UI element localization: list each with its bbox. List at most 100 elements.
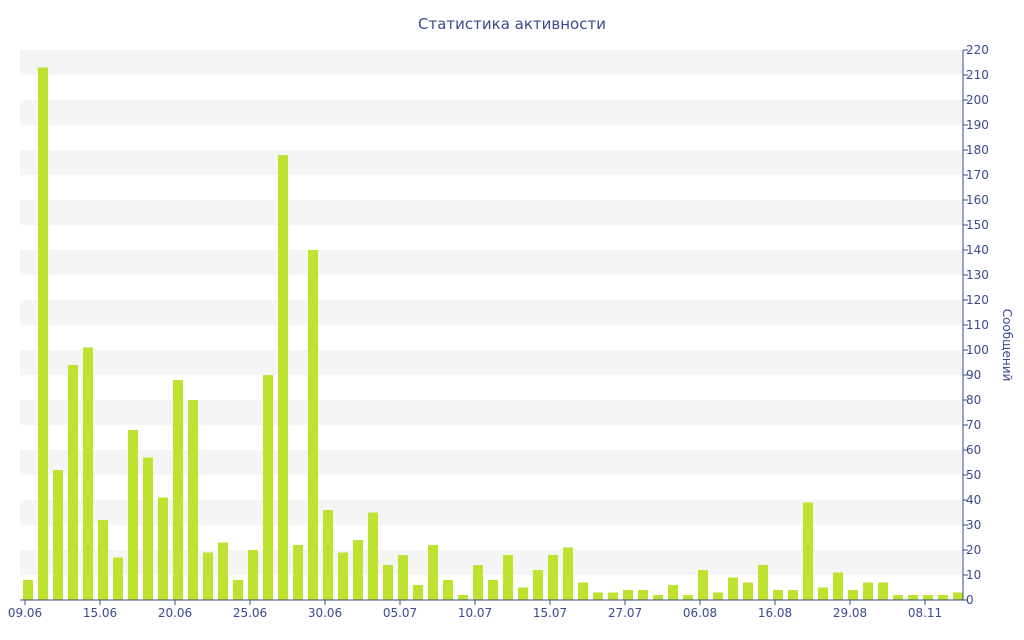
bar bbox=[908, 595, 918, 600]
y-tick-label: 100 bbox=[966, 343, 989, 357]
bar bbox=[233, 580, 243, 600]
y-tick-label: 0 bbox=[966, 593, 974, 607]
bar bbox=[488, 580, 498, 600]
grid-band bbox=[20, 400, 963, 425]
bar bbox=[773, 590, 783, 600]
y-tick-label: 220 bbox=[966, 43, 989, 57]
x-tick-label: 06.08 bbox=[683, 606, 717, 620]
y-axis-title: Сообщений bbox=[1000, 309, 1014, 382]
x-tick-label: 05.07 bbox=[383, 606, 417, 620]
x-tick-label: 27.07 bbox=[608, 606, 642, 620]
bar bbox=[443, 580, 453, 600]
bar bbox=[548, 555, 558, 600]
y-tick-label: 150 bbox=[966, 218, 989, 232]
bar bbox=[848, 590, 858, 600]
bar bbox=[758, 565, 768, 600]
bar bbox=[428, 545, 438, 600]
bar bbox=[278, 155, 288, 600]
bar bbox=[503, 555, 513, 600]
bar bbox=[818, 587, 828, 600]
bar bbox=[638, 590, 648, 600]
bar bbox=[143, 457, 153, 600]
grid-band bbox=[20, 200, 963, 225]
bar bbox=[413, 585, 423, 600]
y-tick-label: 130 bbox=[966, 268, 989, 282]
bar bbox=[68, 365, 78, 600]
bar bbox=[878, 582, 888, 600]
y-tick-label: 170 bbox=[966, 168, 989, 182]
bar bbox=[38, 67, 48, 600]
bar bbox=[98, 520, 108, 600]
grid-band bbox=[20, 250, 963, 275]
x-tick-label: 30.06 bbox=[308, 606, 342, 620]
bar bbox=[293, 545, 303, 600]
bar bbox=[728, 577, 738, 600]
bar bbox=[788, 590, 798, 600]
y-tick-label: 190 bbox=[966, 118, 989, 132]
x-tick-label: 15.06 bbox=[83, 606, 117, 620]
y-tick-label: 10 bbox=[966, 568, 981, 582]
bar bbox=[653, 595, 663, 600]
bar bbox=[263, 375, 273, 600]
y-tick-label: 30 bbox=[966, 518, 981, 532]
grid-band bbox=[20, 450, 963, 475]
bar bbox=[23, 580, 33, 600]
y-tick-label: 140 bbox=[966, 243, 989, 257]
y-tick-label: 180 bbox=[966, 143, 989, 157]
bar bbox=[458, 595, 468, 600]
grid-band bbox=[20, 100, 963, 125]
bar bbox=[863, 582, 873, 600]
chart-title: Статистика активности bbox=[418, 15, 606, 33]
bar bbox=[128, 430, 138, 600]
y-tick-label: 50 bbox=[966, 468, 981, 482]
grid-band bbox=[20, 150, 963, 175]
bar bbox=[518, 587, 528, 600]
x-tick-label: 16.08 bbox=[758, 606, 792, 620]
y-tick-label: 90 bbox=[966, 368, 981, 382]
y-tick-label: 60 bbox=[966, 443, 981, 457]
bar bbox=[158, 497, 168, 600]
bar bbox=[398, 555, 408, 600]
y-tick-label: 160 bbox=[966, 193, 989, 207]
bar bbox=[923, 595, 933, 600]
bar bbox=[683, 595, 693, 600]
y-tick-label: 210 bbox=[966, 68, 989, 82]
bar bbox=[623, 590, 633, 600]
bar bbox=[248, 550, 258, 600]
bar bbox=[608, 592, 618, 600]
y-tick-label: 200 bbox=[966, 93, 989, 107]
bar bbox=[218, 542, 228, 600]
bar bbox=[338, 552, 348, 600]
bar bbox=[188, 400, 198, 600]
bar bbox=[83, 347, 93, 600]
bar bbox=[563, 547, 573, 600]
bar bbox=[308, 250, 318, 600]
y-tick-label: 80 bbox=[966, 393, 981, 407]
y-tick-label: 40 bbox=[966, 493, 981, 507]
y-tick-label: 70 bbox=[966, 418, 981, 432]
bar bbox=[323, 510, 333, 600]
bar bbox=[173, 380, 183, 600]
grid-band bbox=[20, 350, 963, 375]
bar bbox=[53, 470, 63, 600]
x-tick-label: 09.06 bbox=[8, 606, 42, 620]
bar bbox=[668, 585, 678, 600]
x-tick-label: 15.07 bbox=[533, 606, 567, 620]
bar bbox=[203, 552, 213, 600]
bar bbox=[533, 570, 543, 600]
x-tick-label: 29.08 bbox=[833, 606, 867, 620]
bar bbox=[743, 582, 753, 600]
bar bbox=[713, 592, 723, 600]
bar bbox=[698, 570, 708, 600]
bar bbox=[383, 565, 393, 600]
bar bbox=[953, 592, 963, 600]
bar bbox=[893, 595, 903, 600]
bar bbox=[938, 595, 948, 600]
bar bbox=[473, 565, 483, 600]
x-tick-label: 20.06 bbox=[158, 606, 192, 620]
bar bbox=[593, 592, 603, 600]
x-tick-label: 08.11 bbox=[908, 606, 942, 620]
y-tick-label: 20 bbox=[966, 543, 981, 557]
